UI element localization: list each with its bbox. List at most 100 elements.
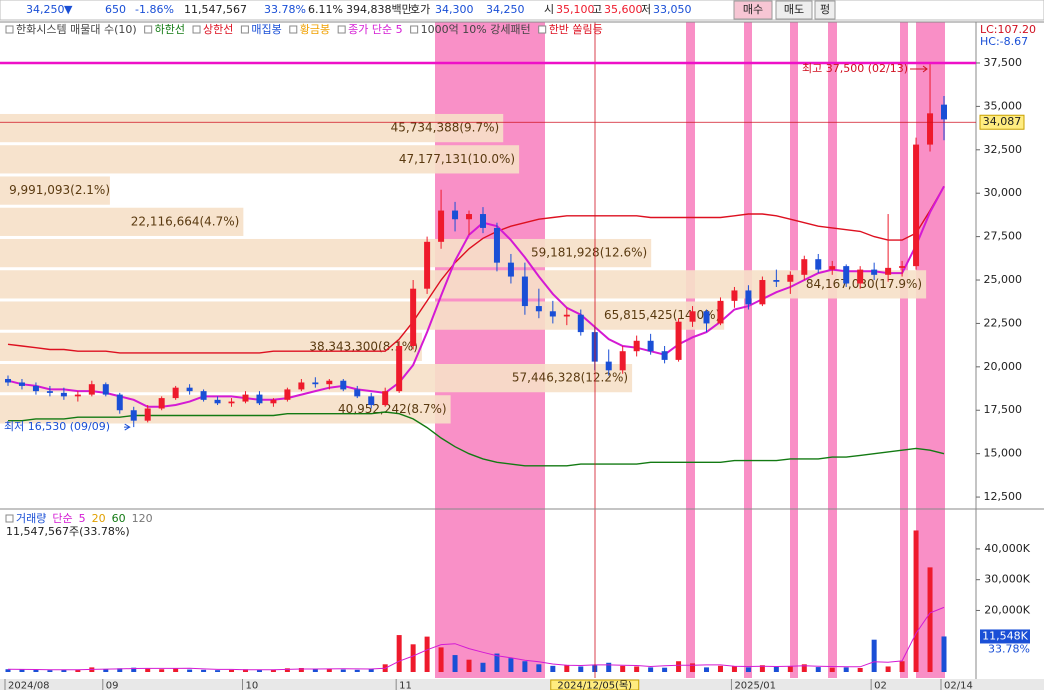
y-tick-label: 25,000 [984, 273, 1023, 286]
legend-icon [337, 25, 346, 34]
signal-band [744, 22, 752, 678]
candle-body [102, 384, 109, 395]
signal-band [900, 22, 908, 678]
sell-button-label[interactable]: 매도 [784, 3, 804, 16]
volume-bar [564, 664, 570, 672]
volume-bar [340, 669, 346, 672]
y-tick-label: 35,000 [984, 99, 1023, 112]
crosshair-date: 2024/12/05(목) [557, 680, 632, 690]
y-tick-label: 30,000 [984, 186, 1023, 199]
buy-button[interactable] [733, 0, 773, 20]
legend-icon [240, 25, 249, 34]
volume-bar [550, 665, 556, 672]
candle-body [186, 387, 193, 392]
legend-entry: 한반 쏠림등 [549, 23, 603, 36]
volume-bar [885, 666, 891, 672]
candle-body [493, 227, 500, 263]
volume-bar [187, 669, 193, 672]
candle-body [577, 314, 584, 333]
volume-bar [215, 670, 221, 672]
volume-legend-period: 60 [112, 512, 126, 525]
candle-body [158, 398, 165, 409]
volume-current-box [980, 629, 1030, 644]
candle-body [172, 387, 179, 399]
volume-bar [5, 669, 11, 672]
high-label: 고 [592, 3, 602, 16]
volume-bar [33, 669, 39, 672]
volume-bar [857, 668, 863, 672]
volume-bar [606, 662, 612, 672]
volume-bar [927, 567, 933, 672]
profile-bar [0, 270, 927, 299]
y-tick-label: 27,500 [984, 230, 1023, 243]
candle-body [410, 288, 417, 346]
y-tick-label: 22,500 [984, 316, 1023, 329]
candle-body [396, 346, 403, 392]
volume-bar [131, 667, 137, 672]
volume-bar [159, 669, 165, 672]
volume-bar [941, 636, 947, 672]
volume-bar [270, 669, 276, 672]
flat-button-label[interactable]: 펑 [820, 3, 830, 16]
ma-line [8, 411, 945, 467]
buy-button-label[interactable]: 매수 [743, 3, 763, 16]
volume-legend-ma: 단순 [52, 512, 72, 525]
volume-ratio: 33.78% [988, 642, 1030, 655]
candle-body [703, 311, 710, 324]
legend-icon [5, 25, 14, 34]
candle-body [675, 321, 682, 360]
profile-bar [0, 113, 504, 143]
labels: 12,500 15,000 17,500 20,000 22,500 25,000 27,5… [0, 22, 1036, 690]
volume-bar [201, 669, 207, 672]
volume-bar [815, 667, 821, 672]
x-tick-label: 2025/01 [734, 681, 776, 690]
candle-body [815, 259, 822, 270]
candle-body [130, 410, 137, 421]
flat-button[interactable] [814, 0, 836, 20]
change-pct: -1.86% [135, 3, 174, 16]
y-tick-label: 20,000 [984, 360, 1023, 373]
y-tick-label: 12,500 [984, 490, 1023, 503]
volume-bar [759, 665, 765, 672]
sell-button[interactable] [775, 0, 813, 20]
candle-body [312, 382, 319, 385]
candle-body [214, 399, 221, 404]
volume-bar [284, 668, 290, 672]
volume-bar [368, 668, 374, 672]
candle-body [60, 392, 67, 397]
signal-band [686, 22, 695, 678]
legend-entry: 상한선 [203, 23, 233, 36]
open: 35,100 [556, 3, 595, 16]
bid: 34,250 [486, 3, 525, 16]
candle-body [18, 382, 25, 386]
x-tick-label: 02/14 [944, 681, 973, 690]
volume-bar [522, 661, 528, 672]
candle-body [88, 384, 95, 395]
legend-entry: 종가 단순 5 [348, 23, 402, 36]
candle-body [424, 241, 431, 289]
volume-bar [173, 668, 179, 672]
change: 650 [105, 3, 126, 16]
crosshair-date-box [550, 679, 640, 690]
volume-bar [452, 655, 458, 672]
amount: 394,838백만 [346, 3, 412, 16]
candle-body [549, 311, 556, 317]
profile-bar [0, 395, 451, 424]
signal-bands [435, 22, 945, 678]
volume: 11,547,567 [184, 3, 247, 16]
candle-body [298, 382, 305, 390]
volume-bar [662, 667, 668, 672]
volume-bar [117, 668, 123, 672]
candle-body [731, 290, 738, 301]
profile-label: 59,181,928(12.6%) [531, 246, 647, 260]
volume-bar [871, 639, 877, 672]
hc-label: HC:-8.67 [980, 35, 1028, 48]
x-tick-label: 2024/08 [8, 681, 50, 690]
candle-body [5, 378, 11, 383]
legend-icon [289, 25, 298, 34]
legend-icon [5, 514, 14, 523]
legend-entry: 황금봉 [300, 23, 330, 36]
y-tick-label: 30,000K [984, 573, 1030, 586]
ask-label: 호가 [410, 3, 430, 16]
candle-body [200, 391, 207, 400]
